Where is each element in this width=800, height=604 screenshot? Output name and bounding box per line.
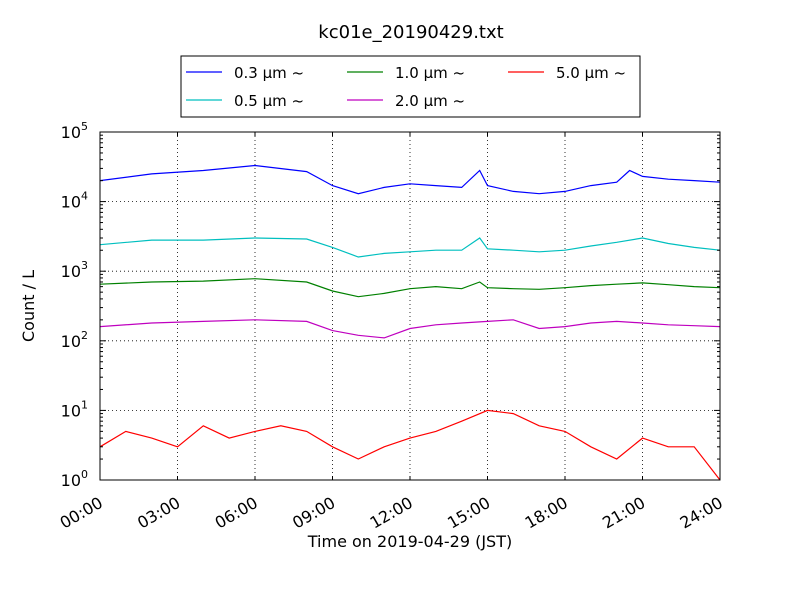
- legend-label: 5.0 μm ~: [556, 64, 626, 82]
- series-line-2: [99, 278, 721, 298]
- series-lines: [99, 164, 721, 481]
- y-tick-label: 100: [61, 468, 88, 490]
- y-tick-base: 10: [61, 262, 81, 281]
- y-tick-exponent: 0: [81, 468, 88, 481]
- y-tick-label: 105: [61, 120, 88, 142]
- y-tick-label: 103: [61, 259, 88, 281]
- y-tick-exponent: 1: [81, 398, 88, 411]
- series-line-1: [99, 237, 721, 258]
- y-tick-label: 101: [61, 398, 88, 420]
- series-line-0: [99, 164, 721, 195]
- grid-lines: [100, 132, 720, 480]
- y-tick-base: 10: [61, 193, 81, 212]
- legend-frame: [180, 55, 641, 118]
- y-tick-label: 102: [61, 329, 88, 351]
- legend-label: 2.0 μm ~: [395, 92, 465, 110]
- x-axis-label: Time on 2019-04-29 (JST): [307, 532, 512, 551]
- y-tick-base: 10: [61, 332, 81, 351]
- y-tick-base: 10: [61, 401, 81, 420]
- y-tick-exponent: 5: [81, 120, 88, 133]
- y-tick-label: 104: [61, 190, 88, 212]
- y-tick-base: 10: [61, 123, 81, 142]
- series-line-4: [99, 409, 721, 481]
- legend-label: 0.3 μm ~: [234, 64, 304, 82]
- y-tick-exponent: 4: [81, 190, 88, 203]
- y-tick-exponent: 2: [81, 329, 88, 342]
- y-tick-base: 10: [61, 471, 81, 490]
- legend-label: 1.0 μm ~: [395, 64, 465, 82]
- series-line-3: [99, 319, 721, 339]
- y-tick-exponent: 3: [81, 259, 88, 272]
- legend: 0.3 μm ~ 0.5 μm ~ 1.0 μm ~ 2.0 μm ~ 5.0 μm ~: [180, 55, 641, 118]
- legend-label: 0.5 μm ~: [234, 92, 304, 110]
- y-axis-label: Count / L: [19, 270, 38, 342]
- chart-title: kc01e_20190429.txt: [318, 22, 503, 43]
